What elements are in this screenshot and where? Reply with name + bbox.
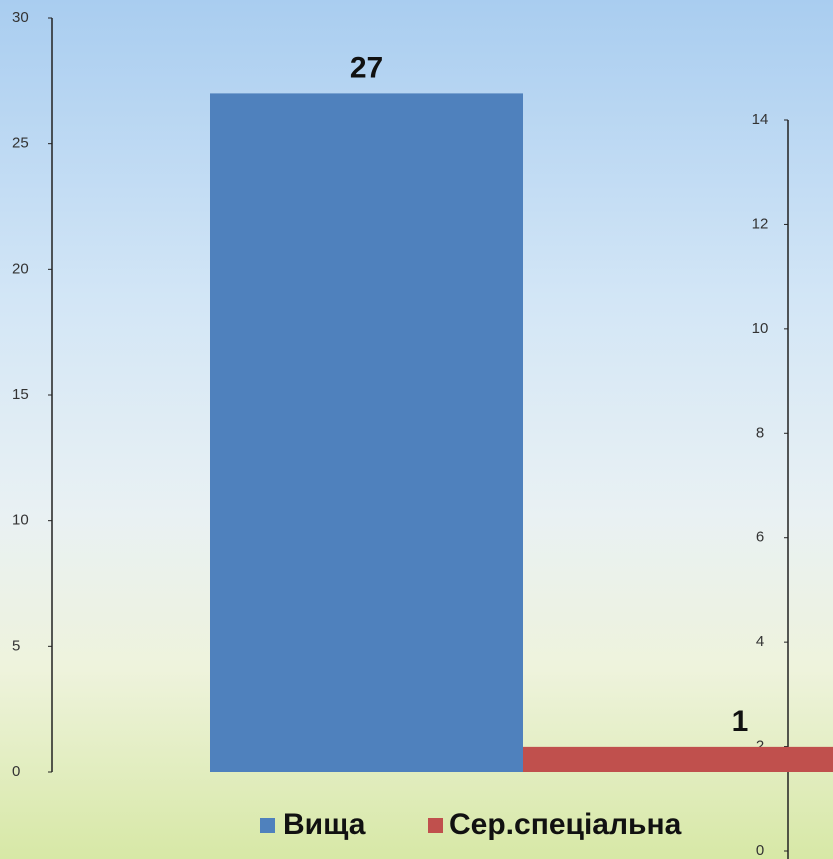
legend-label: Сер.спеціальна	[449, 808, 682, 841]
chart: 05101520253002468101214271ВищаСер.спеціа…	[0, 0, 833, 859]
y-tick-label: 20	[12, 260, 29, 277]
y-tick-label: 5	[12, 637, 20, 654]
y-tick-label: 30	[12, 9, 29, 26]
value-label: 27	[350, 51, 383, 84]
y2-tick-label: 10	[752, 320, 769, 337]
y2-tick-label: 0	[756, 842, 764, 859]
y2-tick-label: 8	[756, 424, 764, 441]
page: {"chart_data": {"type": "bar", "categori…	[0, 0, 833, 859]
bar	[210, 93, 523, 772]
bar	[523, 747, 833, 772]
y-tick-label: 25	[12, 135, 29, 152]
legend-swatch	[260, 818, 275, 833]
y2-tick-label: 12	[752, 215, 769, 232]
y-tick-label: 10	[12, 512, 29, 529]
y-tick-label: 15	[12, 386, 29, 403]
legend-label: Вища	[283, 808, 366, 841]
y2-tick-label: 14	[752, 111, 769, 128]
value-label: 1	[732, 705, 749, 738]
legend-swatch	[428, 818, 443, 833]
y2-tick-label: 4	[756, 633, 764, 650]
y-tick-label: 0	[12, 763, 20, 780]
y2-tick-label: 6	[756, 529, 764, 546]
